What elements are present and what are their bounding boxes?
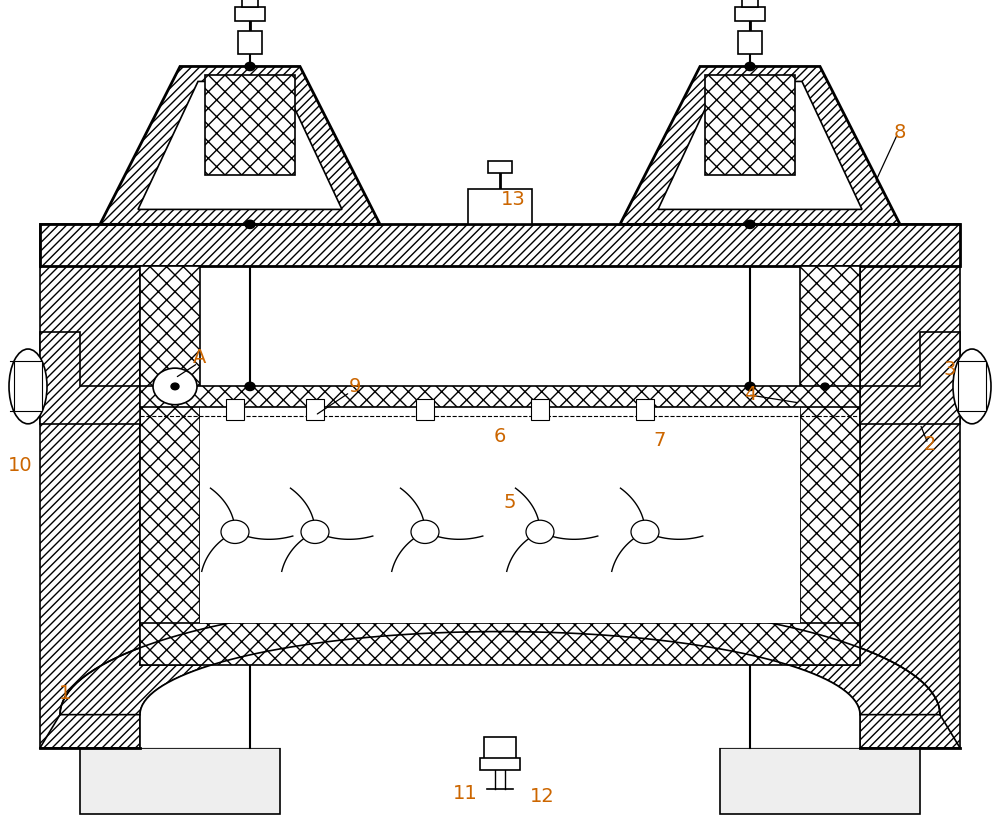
Bar bbox=[14, 361, 42, 411]
Bar bbox=[488, 161, 512, 173]
Bar bbox=[140, 386, 860, 407]
Text: 7: 7 bbox=[654, 431, 666, 450]
Polygon shape bbox=[860, 224, 960, 748]
Polygon shape bbox=[140, 266, 860, 665]
Bar bbox=[720, 748, 920, 814]
Circle shape bbox=[745, 62, 755, 71]
Circle shape bbox=[745, 382, 755, 391]
Circle shape bbox=[526, 520, 554, 543]
Bar bbox=[416, 399, 434, 420]
Circle shape bbox=[221, 520, 249, 543]
Polygon shape bbox=[60, 598, 940, 715]
Polygon shape bbox=[40, 224, 140, 748]
Text: 13: 13 bbox=[501, 190, 525, 209]
Bar bbox=[468, 189, 532, 224]
Text: 4: 4 bbox=[744, 386, 756, 404]
Ellipse shape bbox=[953, 349, 991, 424]
Circle shape bbox=[245, 382, 255, 391]
Circle shape bbox=[631, 520, 659, 543]
Bar bbox=[742, 0, 758, 7]
Circle shape bbox=[171, 383, 179, 390]
Polygon shape bbox=[138, 81, 342, 209]
Circle shape bbox=[301, 520, 329, 543]
Polygon shape bbox=[620, 66, 900, 224]
Polygon shape bbox=[140, 266, 200, 665]
Text: 8: 8 bbox=[894, 124, 906, 142]
Text: 9: 9 bbox=[349, 377, 361, 396]
Circle shape bbox=[821, 383, 829, 390]
Circle shape bbox=[411, 520, 439, 543]
Bar bbox=[958, 361, 986, 411]
Bar bbox=[484, 737, 516, 760]
Bar bbox=[40, 224, 960, 266]
Bar bbox=[235, 7, 265, 21]
Bar bbox=[238, 31, 262, 54]
Polygon shape bbox=[800, 266, 860, 665]
Ellipse shape bbox=[9, 349, 47, 424]
Bar bbox=[242, 0, 258, 7]
Bar bbox=[200, 407, 800, 623]
Text: 5: 5 bbox=[504, 494, 516, 512]
Polygon shape bbox=[860, 332, 960, 424]
Circle shape bbox=[745, 220, 755, 229]
Text: 1: 1 bbox=[59, 685, 71, 703]
Polygon shape bbox=[40, 332, 140, 424]
Text: 10: 10 bbox=[8, 456, 32, 475]
Bar bbox=[531, 399, 549, 420]
Circle shape bbox=[245, 220, 255, 229]
Bar bbox=[705, 75, 795, 175]
Bar bbox=[738, 31, 762, 54]
Bar bbox=[205, 75, 295, 175]
Polygon shape bbox=[140, 632, 860, 748]
Polygon shape bbox=[658, 81, 862, 209]
Bar bbox=[306, 399, 324, 420]
Bar bbox=[735, 7, 765, 21]
Bar bbox=[140, 623, 860, 665]
Text: 12: 12 bbox=[530, 787, 554, 805]
Circle shape bbox=[245, 62, 255, 71]
Text: 6: 6 bbox=[494, 427, 506, 445]
Bar bbox=[80, 748, 280, 814]
Polygon shape bbox=[100, 66, 380, 224]
Circle shape bbox=[153, 368, 197, 405]
Bar bbox=[636, 399, 654, 420]
Text: 2: 2 bbox=[924, 435, 936, 454]
Bar bbox=[480, 758, 520, 770]
Text: 3: 3 bbox=[944, 361, 956, 379]
Text: A: A bbox=[193, 348, 207, 366]
Text: 11: 11 bbox=[453, 784, 477, 803]
Bar bbox=[226, 399, 244, 420]
